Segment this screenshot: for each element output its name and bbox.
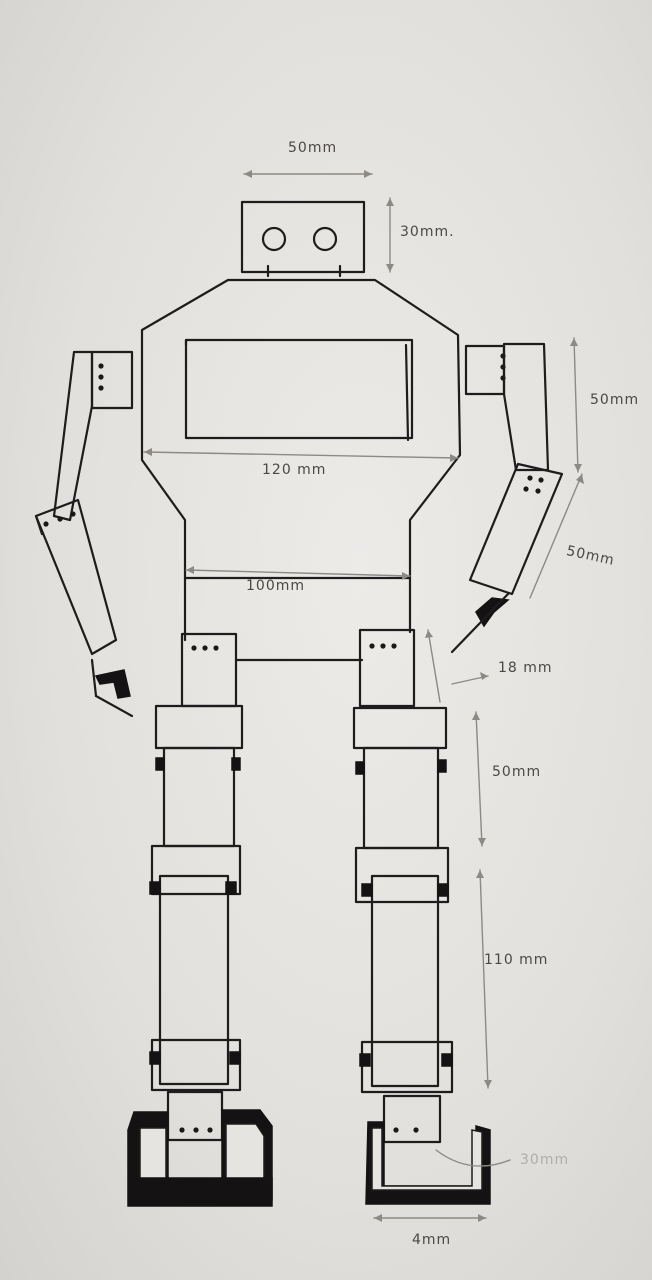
chest-width-label: 120 mm	[262, 462, 327, 478]
hip-label: 18 mm	[498, 660, 553, 676]
robot-head	[240, 200, 366, 278]
thigh-label: 50mm	[492, 764, 542, 780]
waist-width-label: 100mm	[246, 578, 305, 594]
head-width-label: 50mm	[288, 140, 338, 156]
head-height-label: 30mm.	[400, 224, 455, 240]
foot-label: 4mm	[412, 1232, 452, 1248]
right-arm	[450, 342, 564, 654]
dimension-lines	[143, 170, 584, 1222]
left-arm	[34, 350, 134, 718]
robot-torso	[140, 278, 462, 662]
ankle-label: 30mm	[520, 1152, 570, 1168]
right-leg	[352, 628, 491, 1205]
shin-label: 110 mm	[484, 952, 549, 968]
upper-arm-label: 50mm	[590, 392, 640, 408]
left-leg	[127, 632, 273, 1207]
